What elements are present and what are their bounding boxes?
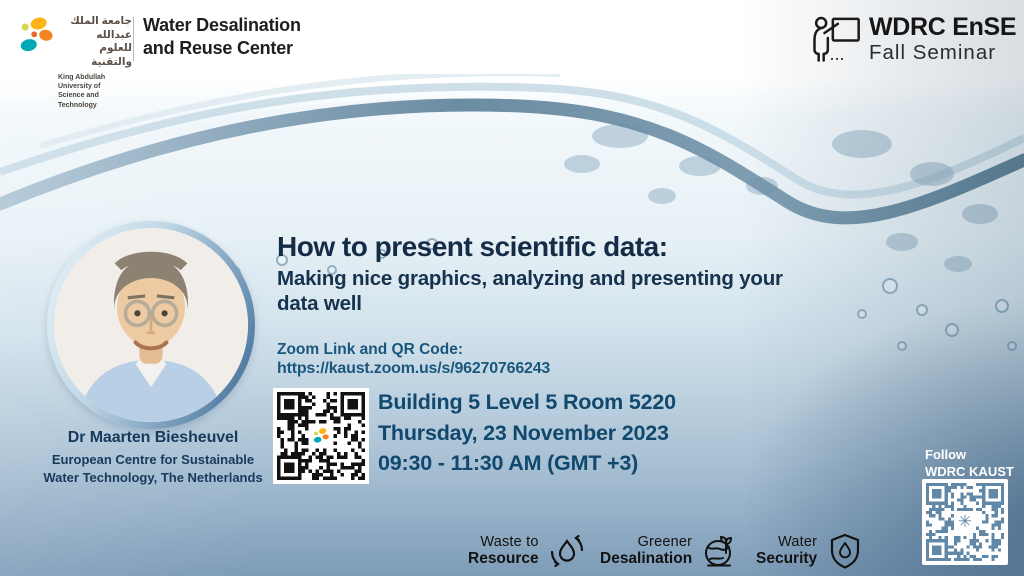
- speaker-affiliation-line2: Water Technology, The Netherlands: [43, 469, 263, 485]
- speaker-photo-ring: [47, 221, 255, 429]
- follow-label-line1: Follow: [925, 447, 967, 462]
- talk-subtitle: Making nice graphics, analyzing and pres…: [277, 267, 783, 315]
- kaust-beacon-icon: [20, 17, 53, 52]
- event-time: 09:30 - 11:30 AM (GMT +3): [378, 451, 639, 476]
- university-name-arabic-line1: جامعة الملك عبدالله: [70, 15, 132, 41]
- theme-waste-to-resource: Waste to Resource: [468, 531, 587, 571]
- logo-divider: [133, 17, 134, 61]
- theme-greener-line1: Greener: [637, 533, 693, 550]
- event-location: Building 5 Level 5 Room 5220: [378, 390, 676, 414]
- seminar-brand-line1: WDRC EnSE: [869, 13, 1017, 41]
- presenter-at-board-icon: [813, 16, 860, 62]
- speaker-portrait-illustration: [54, 228, 248, 422]
- earth-plant-icon: [705, 535, 733, 567]
- zoom-qr-modules: [277, 392, 365, 480]
- event-details: Building 5 Level 5 Room 5220 Thursday, 2…: [378, 390, 676, 483]
- talk-title: How to present scientific data:: [277, 231, 668, 262]
- event-date: Thursday, 23 November 2023: [378, 420, 669, 445]
- follow-label-line2: WDRC KAUST: [925, 463, 1014, 479]
- shield-drop-icon: [831, 533, 860, 569]
- zoom-qr-code: [273, 388, 369, 484]
- recycle-drop-icon: [550, 534, 583, 568]
- theme-greener-label: Greener Desalination: [600, 533, 693, 568]
- university-name-arabic-line2: للعلوم والتقنية: [91, 42, 132, 68]
- university-name-english-line2: Science and Technology: [58, 92, 99, 109]
- center-name: Water Desalination and Reuse Center: [143, 14, 301, 59]
- follow-qr-asterisk: ✳: [954, 511, 976, 533]
- speaker-credit: Dr Maarten Biesheuvel European Centre fo…: [8, 429, 298, 486]
- follow-label: Follow WDRC KAUST: [925, 447, 1014, 481]
- theme-greener-line2: Desalination: [600, 550, 693, 568]
- speaker-name: Dr Maarten Biesheuvel: [67, 429, 239, 446]
- theme-greener-desalination: Greener Desalination: [600, 531, 740, 571]
- speaker-photo: [54, 228, 248, 422]
- theme-water-security: Water Security: [756, 531, 865, 571]
- follow-qr-code: ✳: [922, 479, 1008, 565]
- follow-qr-modules: [926, 483, 1004, 561]
- seminar-brand-line2: Fall Seminar: [869, 41, 997, 64]
- university-name-english-line1: King Abdullah University of: [58, 73, 106, 90]
- center-name-line1: Water Desalination: [143, 15, 301, 35]
- seminar-brand: WDRC EnSE Fall Seminar: [869, 13, 1017, 64]
- center-name-line2: and Reuse Center: [143, 37, 293, 58]
- theme-waste-line2: Resource: [468, 550, 539, 568]
- theme-water-line1: Water: [778, 533, 818, 550]
- speaker-affiliation-line1: European Centre for Sustainable: [51, 452, 255, 467]
- university-name-block: جامعة الملك عبدالله للعلوم والتقنية King…: [58, 15, 132, 110]
- theme-water-line2: Security: [756, 550, 818, 568]
- theme-waste-label: Waste to Resource: [468, 533, 539, 568]
- zoom-link-url[interactable]: https://kaust.zoom.us/s/96270766243: [277, 360, 551, 377]
- university-name-english: King Abdullah University of Science and …: [58, 73, 132, 111]
- zoom-link-label: Zoom Link and QR Code:: [277, 341, 463, 358]
- speaker-affiliation: European Centre for Sustainable Water Te…: [8, 451, 298, 486]
- theme-water-label: Water Security: [756, 533, 818, 568]
- theme-waste-line1: Waste to: [480, 533, 539, 550]
- zoom-qr-kaust-mark: [309, 424, 333, 448]
